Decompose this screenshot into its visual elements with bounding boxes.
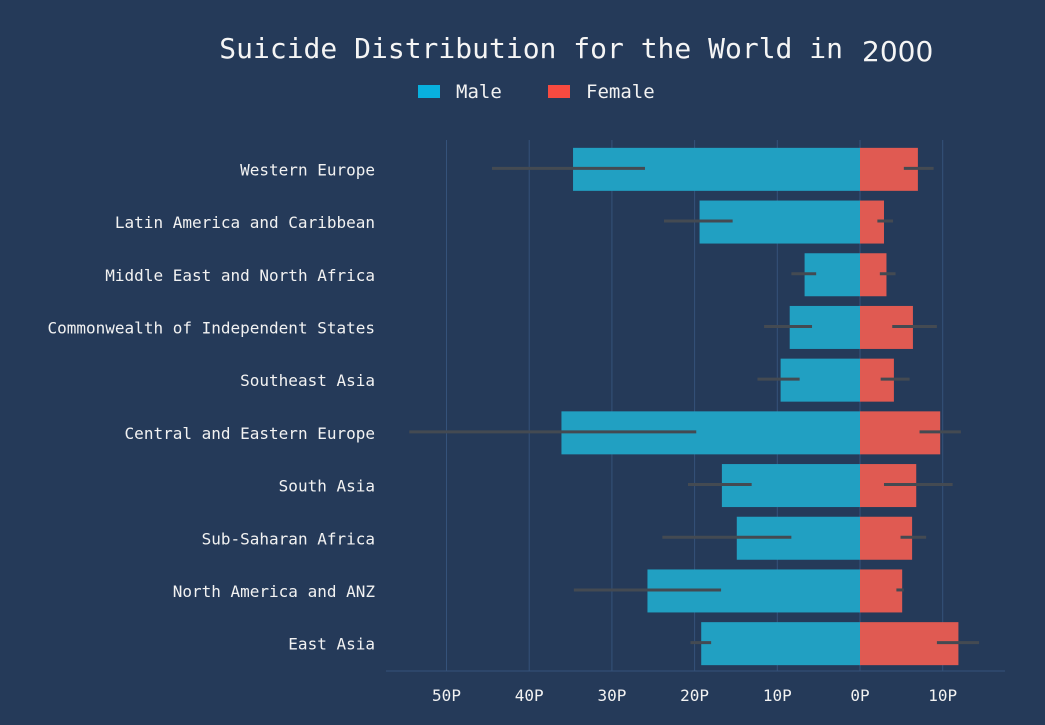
legend-label-female: Female [586,81,655,103]
category-label: Latin America and Caribbean [115,213,375,232]
x-tick-label: 50P [432,686,461,705]
category-label: East Asia [288,635,375,654]
legend-swatch-male [418,85,440,98]
x-tick-label: 10P [763,686,792,705]
category-label: North America and ANZ [173,582,376,601]
chart-title-year: 2000 [862,35,933,68]
chart-title-text: Suicide Distribution for the World in [219,32,843,65]
x-tick-label: 0P [850,686,869,705]
x-tick-label: 30P [597,686,626,705]
category-label: Sub-Saharan Africa [202,529,375,548]
category-label: Southeast Asia [240,371,375,390]
legend: Male Female [418,81,655,103]
x-tick-label: 10P [928,686,957,705]
category-label: Central and Eastern Europe [125,424,375,443]
bars [561,147,959,666]
category-label: Middle East and North Africa [105,266,375,285]
category-label: Commonwealth of Independent States [47,318,375,337]
category-label: South Asia [279,477,375,496]
category-labels: Western Europe Latin America and Caribbea… [47,160,375,653]
x-tick-label: 20P [680,686,709,705]
legend-label-male: Male [456,81,502,103]
bar-female [860,569,903,613]
bar-female [860,200,884,244]
bar-male [701,622,860,666]
chart-title: Suicide Distribution for the World in 20… [219,32,933,68]
x-axis: 50P 40P 30P 20P 10P 0P 10P [386,670,1005,705]
x-tick-label: 40P [515,686,544,705]
legend-swatch-female [548,85,570,98]
error-bars [409,166,980,645]
category-label: Western Europe [240,160,375,179]
